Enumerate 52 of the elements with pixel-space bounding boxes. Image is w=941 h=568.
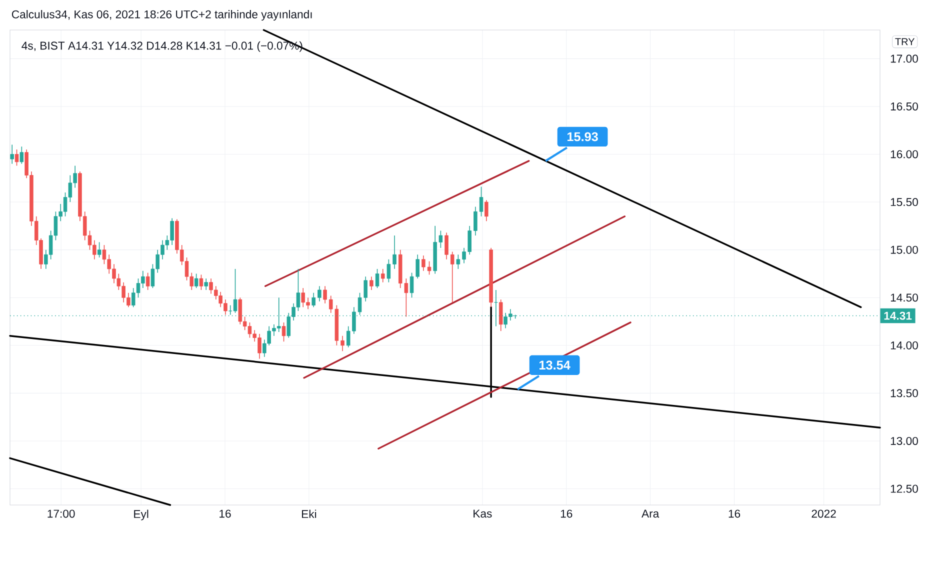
x-tick-label: Ara	[642, 510, 660, 518]
y-tick-label: 15.50	[890, 198, 918, 206]
candlestick	[474, 206, 478, 236]
candlestick	[479, 186, 484, 217]
y-tick-label: 15.00	[890, 246, 918, 254]
candlestick	[450, 251, 454, 303]
y-tick-label: 17.00	[890, 54, 918, 63]
candlestick	[282, 322, 286, 342]
candlestick	[380, 268, 385, 283]
x-tick-label: 16	[728, 510, 740, 518]
x-tick-label: Eyl	[134, 510, 148, 520]
candlestick	[386, 258, 391, 283]
y-tick-label: 14.50	[890, 294, 918, 302]
x-tick-label: Eki	[302, 510, 316, 518]
candlestick	[456, 254, 460, 270]
y-tick-label: 14.00	[890, 341, 918, 350]
y-tick-label: 13.00	[890, 436, 918, 445]
candlestick	[194, 273, 198, 288]
y-tick-label: 16.50	[890, 102, 918, 110]
candlestick	[323, 286, 327, 304]
candlestick	[312, 292, 316, 308]
candlestick	[10, 144, 14, 164]
y-tick-label: 16.00	[890, 150, 918, 158]
y-axis-title: TRY	[895, 38, 915, 46]
candlestick	[422, 255, 426, 272]
candlestick	[14, 149, 19, 166]
candlestick	[318, 286, 322, 302]
text: 4s, BIST A14.31 Y14.32 D14.28 K14.31 −0.01 (−0.07%)	[22, 41, 302, 52]
annotation: 15.93	[567, 132, 598, 142]
candlestick	[484, 200, 488, 222]
candlestick	[392, 235, 396, 270]
x-tick-label: 2022	[812, 510, 836, 518]
candlestick	[20, 146, 24, 164]
x-tick-label: 17:00	[48, 510, 75, 518]
x-tick-label: Kas	[474, 510, 492, 518]
candlestick	[427, 260, 432, 276]
candlestick	[97, 242, 102, 258]
candlestick	[375, 268, 380, 288]
y-tick-label: 12.50	[890, 484, 918, 493]
candlestick	[199, 274, 204, 290]
x-tick-label: 16	[560, 510, 572, 518]
candlestick	[498, 299, 503, 332]
candlestick	[370, 276, 374, 290]
candlestick	[146, 272, 150, 290]
ref-line-label: 14.31	[884, 312, 912, 320]
chart-title: Calculus34, Kas 06, 2021 18:26 UTC+2 tarihinde yayınlandı	[12, 10, 312, 21]
y-tick-label: 13.50	[890, 389, 918, 398]
annotation: 13.54	[540, 360, 570, 370]
candlestick	[204, 278, 208, 290]
candlestick	[340, 335, 344, 352]
x-tick-label: 16	[220, 510, 231, 518]
candlestick	[444, 232, 448, 260]
